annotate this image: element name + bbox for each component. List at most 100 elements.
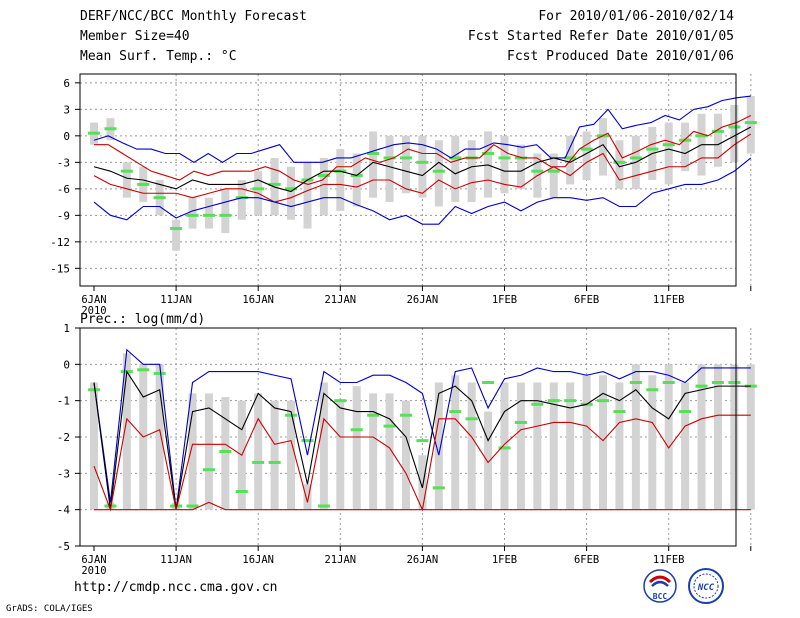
median-marker: [399, 413, 412, 417]
y-tick-label: -3: [57, 156, 70, 169]
y-tick-label: -3: [57, 467, 70, 480]
y-tick-label: 6: [63, 77, 70, 90]
x-tick-label: 11FEB: [653, 294, 685, 306]
median-marker: [88, 131, 100, 135]
box-bar: [664, 364, 673, 510]
median-marker: [728, 381, 741, 384]
upper-extreme-line: [93, 95, 751, 163]
box-bar: [122, 353, 131, 510]
median-marker: [695, 384, 708, 388]
box-bar: [549, 382, 558, 510]
box-bar: [615, 140, 624, 189]
median-marker: [531, 402, 544, 406]
x-tick-label: 6JAN: [81, 294, 106, 306]
median-marker: [153, 371, 166, 375]
box-bar: [681, 122, 690, 172]
ncc-logo-icon: NCC: [688, 568, 724, 604]
bcc-logo-text: BCC: [653, 592, 668, 601]
box-bar: [401, 135, 410, 194]
box-bar: [451, 375, 460, 510]
y-tick-label: -6: [57, 183, 70, 196]
y-tick-label: -15: [50, 262, 70, 275]
box-bar: [730, 364, 739, 510]
median-marker: [219, 450, 232, 454]
median-marker: [613, 410, 626, 414]
median-marker: [613, 160, 626, 164]
median-marker: [629, 156, 642, 160]
median-marker: [137, 368, 150, 372]
median-marker: [432, 169, 445, 173]
median-marker: [646, 388, 659, 392]
box-bar: [352, 386, 361, 510]
median-marker: [711, 381, 724, 384]
box-bar: [451, 135, 460, 203]
median-marker: [465, 417, 478, 421]
box-bar: [418, 135, 427, 198]
box-bar: [713, 113, 722, 167]
box-bar: [434, 140, 443, 207]
grads-credit: GrADS: COLA/IGES: [6, 604, 93, 614]
x-tick-label: 16JAN: [242, 554, 274, 566]
produced-date: Fcst Produced Date 2010/01/06: [507, 49, 734, 64]
lower-sd-line: [93, 133, 752, 203]
median-marker: [153, 196, 166, 200]
box-bar: [533, 382, 542, 510]
box-bar: [122, 162, 131, 198]
box-bar: [172, 219, 181, 251]
box-bar: [204, 393, 213, 510]
box-bar: [697, 364, 706, 510]
ensemble-mean-line: [93, 370, 751, 510]
box-bar: [549, 153, 558, 198]
median-marker: [629, 381, 642, 384]
temperature-panel: 6 3 0 -3 -6 -9 -12 -15 6JAN 11JAN 16JAN 21JAN 26JAN 1…: [50, 73, 757, 317]
box-bar: [188, 197, 197, 229]
box-bar: [336, 149, 345, 211]
box-bar: [631, 364, 640, 510]
box-bar: [303, 162, 312, 229]
median-marker: [350, 428, 363, 432]
member-size: Member Size=40: [80, 29, 190, 44]
y-tick-label: -9: [57, 209, 70, 222]
box-bar: [155, 364, 164, 510]
plot-frame: [79, 327, 737, 547]
box-bar: [352, 153, 361, 207]
y-tick-label: -5: [57, 540, 70, 553]
median-marker: [416, 160, 429, 164]
upper-sd-line: [94, 115, 752, 185]
median-marker: [285, 187, 298, 191]
lower-bound-line: [94, 501, 751, 511]
box-bar: [385, 393, 394, 510]
median-marker: [317, 174, 330, 178]
header-right: For 2010/01/06-2010/02/14 Fcst Started R…: [468, 7, 734, 67]
y-tick-label: -1: [57, 395, 70, 408]
y-tick-label: 0: [63, 130, 70, 143]
y-tick-label: 0: [63, 358, 70, 371]
source-url[interactable]: http://cmdp.ncc.cma.gov.cn: [74, 580, 278, 595]
precip-title: Prec.: log(mm/d): [80, 312, 205, 327]
box-bar: [599, 118, 608, 176]
box-bar: [287, 166, 296, 220]
median-marker: [449, 410, 462, 414]
median-marker: [564, 156, 577, 160]
box-bar: [270, 400, 279, 510]
logos: BCC NCC: [643, 568, 724, 604]
chart-title: DERF/NCC/BCC Monthly Forecast: [80, 9, 307, 24]
median-marker: [268, 460, 281, 464]
precipitation-panel: 1 0 -1 -2 -3 -4 -5 6JAN 11JAN 16JAN 21JAN 26JAN 1FEB…: [57, 322, 757, 577]
box-bar: [516, 382, 525, 510]
median-marker: [547, 169, 560, 173]
box-bar: [237, 180, 246, 220]
box-bar: [664, 122, 673, 185]
box-bar: [615, 382, 624, 510]
median-marker: [202, 213, 215, 217]
header-left: DERF/NCC/BCC Monthly Forecast Member Siz…: [80, 7, 307, 67]
median-marker: [514, 420, 527, 424]
box-bar: [681, 382, 690, 510]
box-bar: [385, 135, 394, 203]
median-marker: [367, 152, 380, 155]
x-tick-label: 6FEB: [574, 554, 599, 566]
median-marker: [268, 182, 281, 186]
bcc-logo-icon: BCC: [643, 569, 677, 603]
median-marker: [580, 147, 593, 151]
median-marker: [301, 439, 314, 443]
